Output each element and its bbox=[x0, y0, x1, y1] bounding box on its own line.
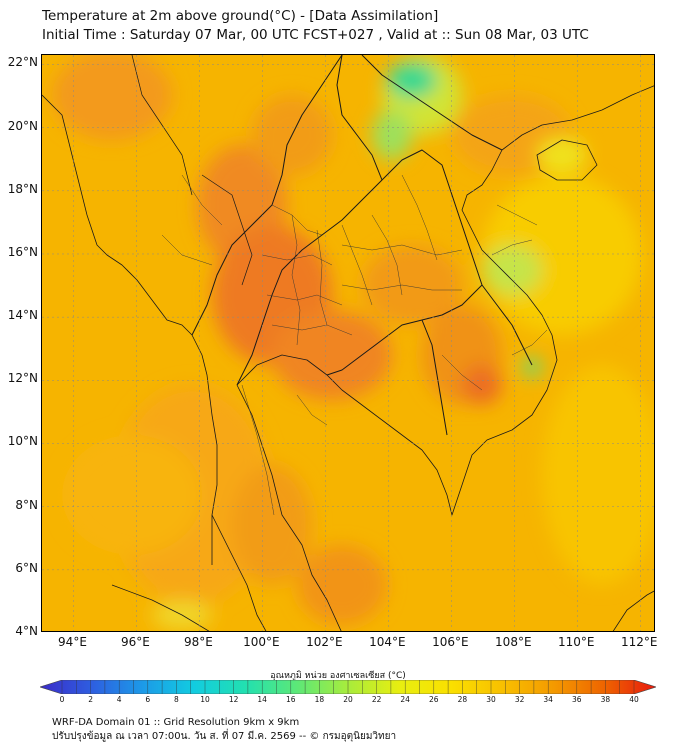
temperature-field bbox=[52, 55, 654, 630]
colorbar-tick-label: 0 bbox=[59, 695, 65, 704]
colorbar-tick-label: 26 bbox=[429, 695, 439, 704]
colorbar-tick-label: 28 bbox=[457, 695, 468, 704]
colorbar-tick-label: 20 bbox=[343, 695, 353, 704]
latitude-label: 8°N bbox=[15, 497, 38, 512]
colorbar-tick-label: 32 bbox=[514, 695, 525, 704]
longitude-label: 112°E bbox=[621, 635, 658, 649]
footer-update-credit: ปรับปรุงข้อมูล ณ เวลา 07:00น. วัน ส. ที่… bbox=[52, 731, 397, 742]
colorbar bbox=[40, 680, 656, 694]
colorbar-tick-label: 34 bbox=[543, 695, 553, 704]
latitude-label: 10°N bbox=[7, 434, 38, 449]
colorbar-divisions bbox=[61, 680, 635, 694]
colorbar-tick-label: 12 bbox=[228, 695, 239, 704]
colorbar-tick-label: 14 bbox=[257, 695, 267, 704]
colorbar-tick-label: 4 bbox=[116, 695, 122, 704]
latitude-label: 22°N bbox=[7, 55, 38, 70]
temperature-map[interactable] bbox=[41, 54, 655, 632]
longitude-label: 104°E bbox=[369, 635, 406, 649]
title-line-2: Initial Time : Saturday 07 Mar, 00 UTC F… bbox=[42, 27, 589, 43]
longitude-label: 106°E bbox=[432, 635, 469, 649]
latitude-label: 14°N bbox=[7, 308, 38, 323]
colorbar-tick-label: 24 bbox=[400, 695, 410, 704]
map-svg bbox=[42, 55, 654, 631]
longitude-label: 98°E bbox=[183, 635, 213, 649]
provincial-boundaries bbox=[161, 174, 548, 516]
longitude-label: 96°E bbox=[121, 635, 150, 649]
coastlines-and-borders bbox=[42, 55, 654, 631]
colorbar-tick-label: 10 bbox=[200, 695, 210, 704]
latitude-label: 16°N bbox=[7, 244, 38, 259]
colorbar-tick-label: 18 bbox=[314, 695, 325, 704]
longitude-label: 108°E bbox=[495, 635, 532, 649]
colorbar-tick-label: 40 bbox=[629, 695, 639, 704]
colorbar-tick-label: 30 bbox=[486, 695, 496, 704]
latitude-label: 20°N bbox=[7, 118, 38, 133]
colorbar-tick-label: 16 bbox=[286, 695, 296, 704]
colorbar-tick-label: 38 bbox=[600, 695, 611, 704]
title-line-1: Temperature at 2m above ground(°C) - [Da… bbox=[42, 8, 439, 24]
colorbar-tick-label: 22 bbox=[371, 695, 382, 704]
graticule-lines bbox=[42, 55, 654, 631]
latitude-label: 18°N bbox=[7, 181, 38, 196]
longitude-label: 110°E bbox=[558, 635, 595, 649]
colorbar-tick-label: 36 bbox=[572, 695, 582, 704]
colorbar-tick-label: 8 bbox=[174, 695, 179, 704]
latitude-label: 12°N bbox=[7, 371, 38, 386]
colorbar-title: อุณหภูมิ หน่วย องศาเซลเซียส (°C) bbox=[270, 671, 406, 681]
chart-title: Temperature at 2m above ground(°C) - [Da… bbox=[42, 7, 589, 45]
footer: WRF-DA Domain 01 :: Grid Resolution 9km … bbox=[52, 716, 396, 744]
latitude-label: 6°N bbox=[15, 560, 38, 575]
colorbar-tick-label: 2 bbox=[88, 695, 93, 704]
footer-model-info: WRF-DA Domain 01 :: Grid Resolution 9km … bbox=[52, 717, 300, 728]
colorbar-tick-label: 6 bbox=[145, 695, 151, 704]
longitude-label: 100°E bbox=[243, 635, 280, 649]
longitude-label: 102°E bbox=[306, 635, 343, 649]
longitude-label: 94°E bbox=[58, 635, 87, 649]
latitude-label: 4°N bbox=[15, 624, 38, 638]
